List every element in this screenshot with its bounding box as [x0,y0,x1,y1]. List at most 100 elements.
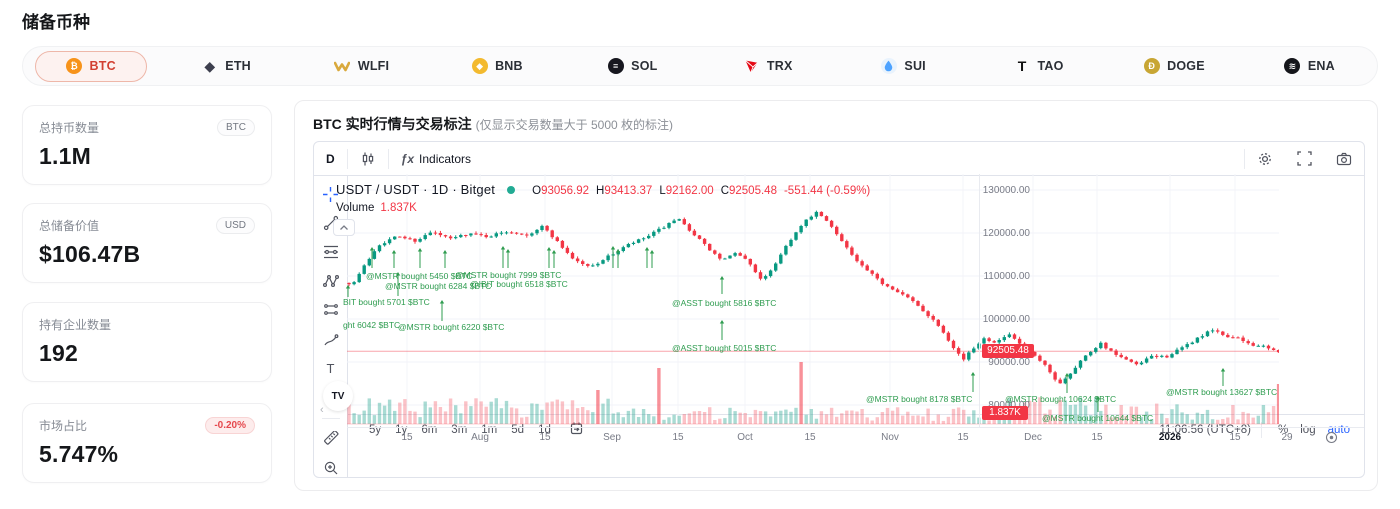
fullscreen-icon [1297,151,1312,166]
tab-trx[interactable]: TRX [700,47,835,85]
pane-handle-icon[interactable]: ‹ [320,404,324,416]
chart-settings-button[interactable] [1245,142,1285,175]
brush-tool[interactable] [320,330,342,350]
range-1m-button[interactable]: 1m [481,423,498,436]
range-6m-button[interactable]: 6m [421,423,438,436]
toolbar-divider [1244,148,1245,169]
x-axis-tick: 29 [1281,432,1293,443]
interval-button[interactable]: D [326,151,335,166]
chart-panel: BTC 实时行情与交易标注 (仅显示交易数量大于 5000 枚的标注) D ƒx … [294,100,1378,491]
scroll-to-realtime-button[interactable] [1325,431,1338,449]
tab-tao[interactable]: T TAO [971,47,1106,85]
y-axis-tick: 130000.00 [982,185,1030,196]
tab-bnb[interactable]: ◆ BNB [429,47,564,85]
tab-eth[interactable]: ◆ ETH [158,47,293,85]
market-status-icon [507,186,516,194]
chart-legend[interactable]: USDT / USDT · 1D · Bitget O93056.92 H93413… [336,182,870,197]
calendar-icon [569,421,584,436]
x-axis-tick: 15 [804,432,816,443]
btc-icon: ₿ [66,58,83,75]
stat-label: 市场占比 [39,419,88,433]
tab-sol[interactable]: ≡ SOL [565,47,700,85]
tab-wlfi[interactable]: WLFI [294,47,429,85]
zoom-in-tool[interactable] [320,458,342,477]
candle-style-button[interactable] [348,142,388,175]
tradingview-logo[interactable]: TV [323,381,353,411]
fib-retracement-tool[interactable] [320,242,342,262]
range-buttons: 5y 1y 6m 3m 1m 5d 1d [362,421,558,439]
screenshot-button[interactable] [1324,142,1364,175]
xabcd-pattern-tool[interactable] [320,271,342,291]
fullscreen-button[interactable] [1285,142,1324,175]
candlestick-icon [360,151,376,167]
stat-card-2: 持有企业数量 192 [22,302,272,382]
x-axis-tick: 15 [1091,432,1103,443]
y-axis-tick: 110000.00 [983,271,1030,282]
range-5d-button[interactable]: 5d [511,423,525,436]
ohlc-values: O93056.92 H93413.37 L92162.00 C92505.48 [532,185,777,197]
range-3m-button[interactable]: 3m [451,423,468,436]
y-axis-tick: 80000.00 [988,400,1030,411]
chart-plot-area[interactable] [318,174,1279,427]
chart-clock[interactable]: 11:06:56 (UTC+8) [1159,423,1252,436]
legend-collapse-button[interactable] [333,219,355,236]
x-axis-tick: 15 [957,432,969,443]
ena-icon: ≋ [1284,58,1301,75]
target-icon [1325,431,1338,444]
volume-value: 1.837K [380,202,417,214]
tao-icon: T [1017,58,1027,74]
x-axis-tick: Oct [737,432,753,443]
volume-legend[interactable]: Volume 1.837K [336,202,417,214]
tab-ena[interactable]: ≋ ENA [1242,47,1377,85]
toolbar-divider [387,148,389,169]
chart-toolbar: D ƒx Indicators [314,142,1364,176]
range-5y-button[interactable]: 5y [369,423,382,436]
toolbar-divider [321,417,340,419]
tab-label: DOGE [1167,59,1205,73]
price-axis[interactable]: 130000.00 120000.00 110000.00 100000.00 9000… [979,174,1035,427]
go-to-date-button[interactable] [562,418,591,442]
measure-tool[interactable] [320,429,342,449]
change-value: -551.44 (-0.59%) [783,185,871,197]
current-volume-badge: 1.837K [982,406,1028,420]
x-axis-tick: Nov [881,432,899,443]
x-axis-tick: 15 [539,432,551,443]
stat-badge: -0.20% [205,417,255,434]
tradingview-widget: D ƒx Indicators [313,141,1365,478]
tab-label: WLFI [357,59,390,73]
crosshair-tool[interactable] [320,184,342,204]
indicators-button[interactable]: ƒx Indicators [400,151,472,166]
tab-label: TRX [766,59,793,73]
position-tool[interactable] [320,300,342,320]
tab-doge[interactable]: Ð DOGE [1106,47,1241,85]
time-axis[interactable]: 15 Aug 15 Sep 15 Oct 15 Nov 15 Dec 15 2026 15 29 [347,427,1364,447]
chart-title: BTC 实时行情与交易标注 [313,116,472,132]
y-axis-tick: 90000.00 [988,357,1030,368]
range-1d-button[interactable]: 1d [538,423,551,436]
x-axis-tick: Sep [603,432,621,443]
x-axis-tick: 2026 [1158,432,1182,443]
symbol-label[interactable]: USDT / USDT · 1D · Bitget [336,182,496,197]
wlfi-icon [334,58,351,75]
tab-label: BNB [495,59,523,73]
tab-sui[interactable]: SUI [835,47,970,85]
tab-btc[interactable]: ₿ BTC [23,47,158,85]
stat-value: 5.747% [39,441,119,467]
percent-scale-button[interactable]: % [1278,423,1289,436]
trx-icon [743,58,760,75]
stat-card-1: 总储备价值 USD $106.47B [22,203,272,283]
log-scale-button[interactable]: log [1300,423,1316,436]
trend-line-tool[interactable] [320,213,342,233]
tab-label: SOL [631,59,658,73]
tab-label: TAO [1037,59,1064,73]
toolbar-divider [346,148,348,169]
x-axis-tick: 15 [401,432,413,443]
text-tool[interactable]: T [326,361,335,377]
tab-label: SUI [904,59,926,73]
doge-icon: Ð [1143,58,1160,75]
range-1y-button[interactable]: 1y [395,423,408,436]
y-axis-tick: 120000.00 [982,228,1030,239]
drawing-toolbar: T [314,176,348,477]
stat-card-0: 总持币数量 BTC 1.1M [22,105,272,185]
bnb-icon: ◆ [471,58,488,75]
